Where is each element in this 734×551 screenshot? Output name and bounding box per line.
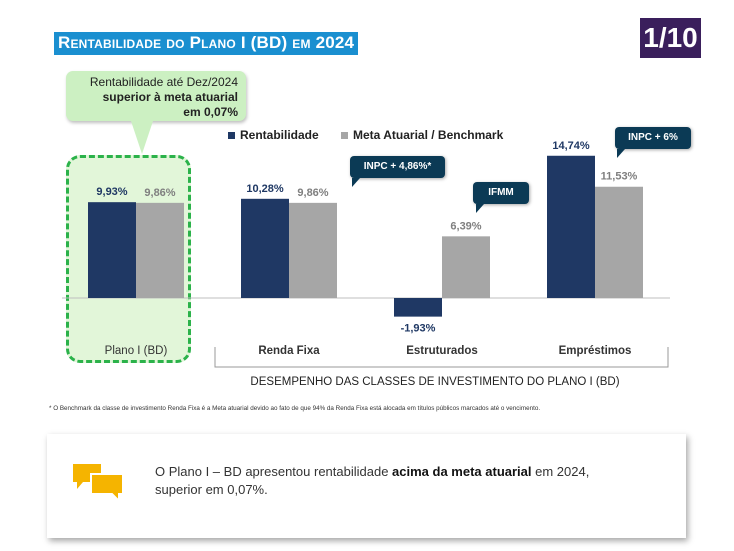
highlight-callout: Rentabilidade até Dez/2024 superior à me…	[66, 71, 246, 121]
footnote: * O Benchmark da classe de investimento …	[49, 405, 541, 412]
data-label-rentabilidade-2: -1,93%	[401, 323, 436, 335]
bar-meta-1	[289, 202, 337, 298]
category-label-2: Estruturados	[406, 345, 478, 357]
bar-meta-2	[442, 236, 490, 298]
data-label-meta-3: 11,53%	[601, 171, 638, 183]
data-label-rentabilidade-0: 9,93%	[96, 186, 127, 198]
callout-line3: em 0,07%	[183, 105, 238, 119]
bar-rentabilidade-3	[547, 155, 595, 298]
data-label-rentabilidade-3: 14,74%	[552, 140, 590, 152]
page-title: Rentabilidade do Plano I (BD) em 2024	[54, 32, 359, 55]
data-label-meta-2: 6,39%	[450, 220, 481, 232]
legend-swatch-rentabilidade	[228, 131, 235, 139]
benchmark-tag-renda-fixa: INPC + 4,86%*	[350, 156, 445, 187]
legend-item-meta: Meta Atuarial / Benchmark	[341, 128, 503, 142]
legend-label-rentabilidade: Rentabilidade	[240, 128, 319, 142]
page-indicator: 1/10	[640, 18, 701, 58]
bar-rentabilidade-0	[88, 202, 136, 298]
benchmark-tag-emprestimos: INPC + 6%	[615, 127, 691, 158]
benchmark-tag-estruturados: IFMM	[473, 182, 529, 213]
bar-rentabilidade-1	[241, 198, 289, 298]
legend-swatch-meta	[341, 131, 348, 139]
data-label-rentabilidade-1: 10,28%	[246, 183, 284, 195]
data-label-meta-1: 9,86%	[297, 187, 328, 199]
bar-rentabilidade-2	[394, 298, 442, 317]
summary-text: O Plano I – BD apresentou rentabilidade …	[155, 464, 590, 497]
data-label-meta-0: 9,86%	[144, 187, 175, 199]
category-label-1: Renda Fixa	[258, 345, 320, 357]
callout-line2: superior à meta atuarial	[102, 90, 238, 104]
group-caption: DESEMPENHO DAS CLASSES DE INVESTIMENTO D…	[250, 376, 620, 388]
callout-pointer	[130, 118, 154, 154]
category-label-0: Plano I (BD)	[105, 345, 168, 357]
category-label-3: Empréstimos	[559, 345, 632, 357]
group-bracket	[214, 347, 669, 368]
summary-panel: O Plano I – BD apresentou rentabilidade …	[47, 434, 686, 538]
legend-item-rentabilidade: Rentabilidade	[228, 128, 319, 142]
bar-chart: 9,93% 9,86% Plano I (BD) 10,28% 9,86% Renda F…	[62, 140, 670, 368]
legend-label-meta: Meta Atuarial / Benchmark	[353, 128, 504, 142]
chat-bubbles-icon	[73, 464, 124, 504]
bar-meta-3	[595, 186, 643, 298]
callout-line1: Rentabilidade até Dez/2024	[89, 75, 238, 89]
bar-meta-0	[136, 202, 184, 298]
